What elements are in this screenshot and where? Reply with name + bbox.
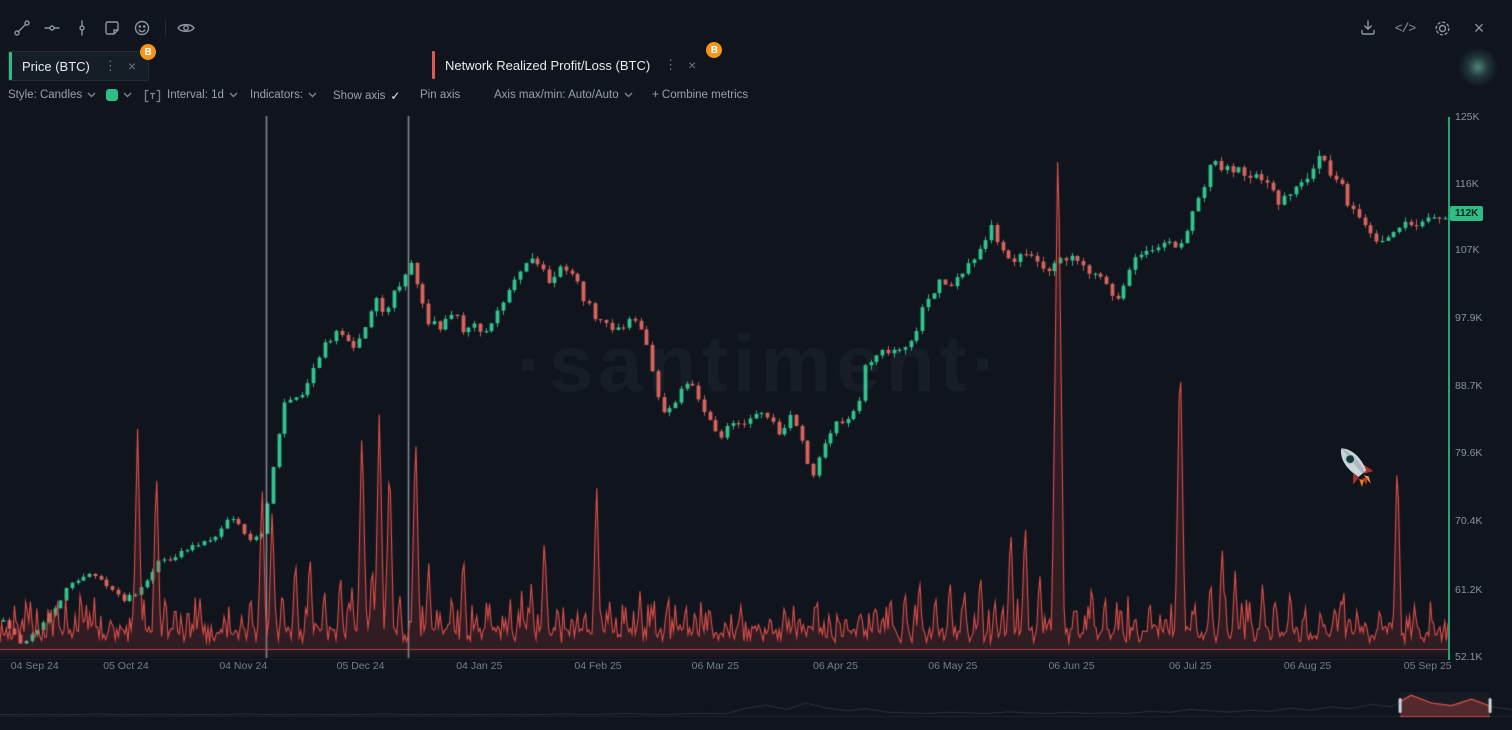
- tab-metric-menu-icon[interactable]: ⋮: [664, 57, 678, 72]
- tab-price-menu-icon[interactable]: ⋮: [103, 58, 117, 73]
- settings-gear-icon[interactable]: [1430, 16, 1454, 40]
- vertical-line-tool-icon[interactable]: [70, 16, 94, 40]
- time-tick-label: 05 Oct 24: [103, 660, 149, 672]
- indicators-dropdown[interactable]: Indicators:: [250, 89, 317, 101]
- metric-accent-bar: [432, 51, 435, 79]
- current-price-badge: 112K: [1450, 206, 1484, 222]
- chart-controls-row: Style: Candles Interval: 1d Indicators: …: [0, 86, 1512, 108]
- tab-network-realized-pl[interactable]: Network Realized Profit/Loss (BTC) ⋮ × B: [432, 42, 723, 79]
- horizontal-line-tool-icon[interactable]: [40, 16, 64, 40]
- price-tick-label: 88.7K: [1455, 379, 1483, 392]
- bitcoin-badge: B: [140, 44, 157, 60]
- note-tool-icon[interactable]: [100, 16, 124, 40]
- tab-price-close-icon[interactable]: ×: [127, 58, 137, 74]
- candle-color-swatch: [106, 89, 118, 101]
- time-tick-label: 06 May 25: [928, 660, 978, 672]
- time-tick-label: 06 Jun 25: [1048, 660, 1095, 672]
- axis-maxmin-dropdown[interactable]: Axis max/min: Auto/Auto: [494, 89, 633, 101]
- color-swatch-dropdown[interactable]: [106, 89, 132, 101]
- price-tick-label: 61.2K: [1455, 583, 1483, 596]
- interval-frame-icon[interactable]: [144, 89, 161, 103]
- price-accent-bar: [9, 52, 12, 80]
- time-tick-label: 06 Aug 25: [1283, 660, 1332, 672]
- time-tick-label: 04 Nov 24: [219, 660, 268, 672]
- time-tick-label: 06 Jul 25: [1168, 660, 1212, 672]
- top-toolbar: </> ×: [0, 0, 1512, 44]
- hide-drawings-eye-icon[interactable]: [174, 16, 198, 40]
- show-axis-toggle[interactable]: Show axis ✓: [333, 89, 401, 103]
- tab-price-btc[interactable]: Price (BTC) ⋮ × B: [8, 44, 157, 81]
- price-tick-label: 116K: [1455, 177, 1479, 190]
- price-tick-label: 52.1K: [1455, 651, 1483, 663]
- emoji-tool-icon[interactable]: [130, 16, 154, 40]
- pin-axis-button[interactable]: Pin axis: [420, 89, 461, 101]
- price-axis-line[interactable]: [1448, 117, 1450, 660]
- download-icon[interactable]: [1356, 16, 1380, 40]
- time-tick-label: 04 Jan 25: [456, 660, 503, 672]
- trend-line-tool-icon[interactable]: [10, 16, 34, 40]
- main-price-chart[interactable]: [0, 110, 1448, 660]
- navigator-brush[interactable]: [0, 686, 1512, 730]
- time-tick-label: 05 Sep 25: [1403, 660, 1452, 672]
- price-tick-label: 79.6K: [1455, 447, 1483, 460]
- time-tick-label: 06 Apr 25: [813, 660, 858, 672]
- style-dropdown[interactable]: Style: Candles: [8, 89, 96, 101]
- close-icon[interactable]: ×: [1473, 18, 1485, 38]
- tab-metric-close-icon[interactable]: ×: [688, 57, 697, 73]
- time-tick-label: 04 Sep 24: [10, 660, 59, 672]
- tab-metric-label: Network Realized Profit/Loss (BTC): [445, 57, 651, 73]
- rocket-emoji-annotation[interactable]: [1330, 440, 1382, 492]
- combine-metrics-button[interactable]: + Combine metrics: [652, 89, 749, 101]
- price-tick-label: 97.9K: [1455, 311, 1483, 324]
- embed-code-icon[interactable]: </>: [1394, 20, 1416, 36]
- price-tick-label: 107K: [1455, 244, 1480, 257]
- interval-dropdown[interactable]: Interval: 1d: [167, 89, 238, 101]
- time-tick-label: 06 Mar 25: [691, 660, 739, 672]
- price-tick-label: 70.4K: [1455, 515, 1483, 528]
- cursor-glow-dot: [1458, 47, 1498, 87]
- bitcoin-badge: B: [706, 42, 723, 58]
- time-tick-label: 04 Feb 25: [574, 660, 622, 672]
- price-tick-label: 125K: [1455, 111, 1480, 123]
- tab-price-label: Price (BTC): [22, 58, 90, 74]
- show-axis-checkmark: ✓: [390, 89, 401, 103]
- time-tick-label: 05 Dec 24: [336, 660, 385, 672]
- toolbar-divider: [165, 20, 166, 36]
